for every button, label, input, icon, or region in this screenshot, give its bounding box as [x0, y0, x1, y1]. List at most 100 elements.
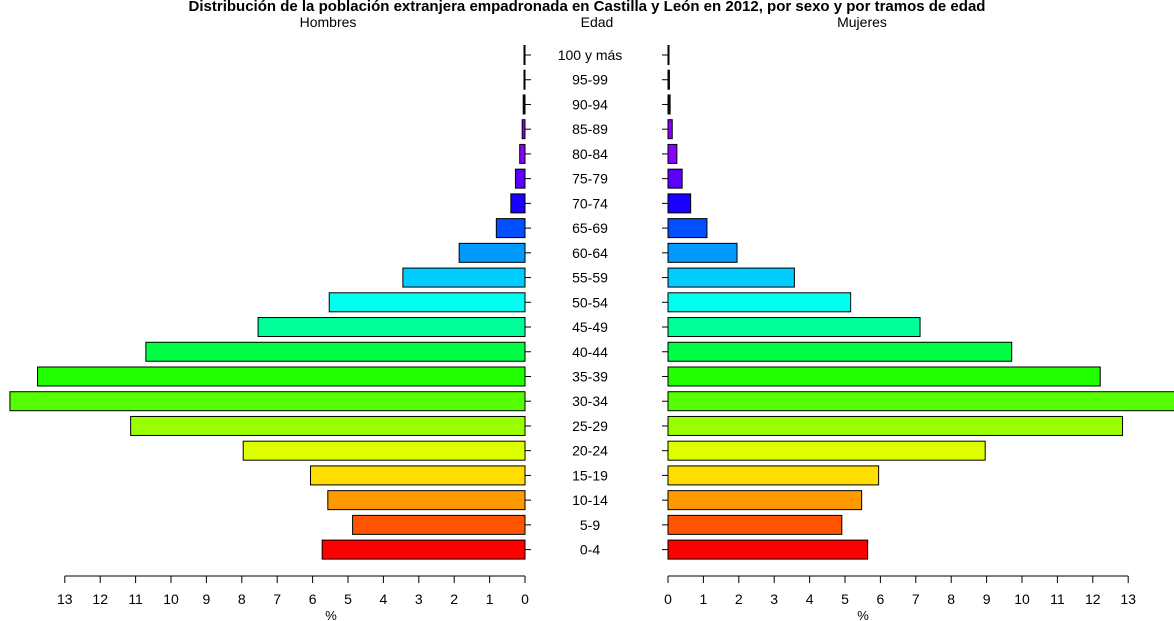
- age-label: 15-19: [572, 467, 608, 483]
- men-axis-tick-label: 9: [203, 591, 211, 607]
- men-bar-75-79: [514, 168, 526, 189]
- age-label: 30-34: [572, 393, 608, 409]
- women-bar-85-89: [667, 119, 673, 140]
- men-bar-70-74: [510, 193, 526, 214]
- age-label: 70-74: [572, 195, 608, 211]
- women-bar-55-59: [667, 267, 795, 288]
- women-bar-70-74: [667, 193, 692, 214]
- women-axis-tick-label: 8: [947, 591, 955, 607]
- men-axis-tick-label: 13: [57, 591, 73, 607]
- men-bar-50-54: [328, 292, 526, 313]
- women-bar-5-9: [667, 514, 843, 535]
- women-axis-tick-label: 7: [912, 591, 920, 607]
- women-axis-tick-label: 11: [1050, 591, 1065, 607]
- age-label: 0-4: [580, 542, 600, 558]
- age-label: 45-49: [572, 319, 608, 335]
- age-label: 85-89: [572, 121, 608, 137]
- women-bar-80-84: [667, 143, 678, 164]
- men-axis-tick-label: 8: [238, 591, 246, 607]
- age-label: 25-29: [572, 418, 608, 434]
- men-axis-tick-label: 4: [380, 591, 388, 607]
- age-label: 50-54: [572, 294, 608, 310]
- men-bars-group: [9, 45, 526, 560]
- age-label: 5-9: [580, 517, 600, 533]
- age-label: 65-69: [572, 220, 608, 236]
- age-label: 75-79: [572, 171, 608, 187]
- men-bar-5-9: [352, 514, 526, 535]
- women-bar-10-14: [667, 490, 863, 511]
- women-axis-tick-label: 9: [983, 591, 991, 607]
- men-bar-45-49: [257, 317, 526, 338]
- women-bar-40-44: [667, 341, 1013, 362]
- women-axis-tick-label: 1: [700, 591, 708, 607]
- men-bar-40-44: [145, 341, 526, 362]
- age-label: 90-94: [572, 96, 608, 112]
- women-axis-tick-label: 10: [1014, 591, 1030, 607]
- age-label: 100 y más: [558, 47, 623, 63]
- men-bar-35-39: [37, 366, 526, 387]
- men-axis-tick-label: 2: [450, 591, 458, 607]
- age-label: 60-64: [572, 245, 608, 261]
- women-axis-tick-label: 2: [735, 591, 743, 607]
- men-bar-25-29: [130, 415, 526, 436]
- women-bar-95-99: [667, 69, 670, 90]
- women-bar-30-34: [667, 391, 1174, 412]
- men-axis-tick-label: 1: [486, 591, 494, 607]
- women-bar-100-y-más: [667, 45, 670, 65]
- women-bar-25-29: [667, 415, 1124, 436]
- men-axis-tick-label: 10: [163, 591, 179, 607]
- women-bars-group: [667, 45, 1174, 560]
- women-bar-90-94: [667, 94, 671, 115]
- age-label: 80-84: [572, 146, 608, 162]
- men-axis-tick-label: 11: [128, 591, 143, 607]
- women-bar-20-24: [667, 440, 986, 461]
- men-x-axis-label: %: [325, 608, 337, 621]
- men-bar-10-14: [327, 490, 526, 511]
- women-x-axis: 0 1 2 3 4 5 6 7 8 9 10 11 12 13: [664, 575, 1136, 607]
- women-x-axis-label: %: [857, 608, 869, 621]
- age-label: 55-59: [572, 270, 608, 286]
- men-axis-tick-label: 12: [92, 591, 108, 607]
- women-bar-50-54: [667, 292, 852, 313]
- women-bar-65-69: [667, 218, 708, 239]
- men-bar-55-59: [402, 267, 526, 288]
- center-header-age: Edad: [581, 14, 614, 30]
- men-axis-tick-label: 3: [415, 591, 423, 607]
- women-bar-75-79: [667, 168, 683, 189]
- age-label: 40-44: [572, 344, 608, 360]
- chart-title: Distribución de la población extranjera …: [189, 0, 986, 15]
- age-label: 20-24: [572, 443, 608, 459]
- women-bar-45-49: [667, 317, 921, 338]
- age-label: 10-14: [572, 492, 608, 508]
- men-bar-0-4: [321, 539, 526, 560]
- left-header-men: Hombres: [300, 14, 357, 30]
- men-bar-20-24: [242, 440, 526, 461]
- women-bar-0-4: [667, 539, 869, 560]
- men-bar-30-34: [9, 391, 526, 412]
- age-labels-group: 100 y más 95-99 90-94 85-89 80-84 75-79 70-74 6…: [525, 47, 668, 558]
- age-label: 35-39: [572, 368, 608, 384]
- women-axis-tick-label: 12: [1085, 591, 1101, 607]
- women-axis-tick-label: 6: [877, 591, 885, 607]
- men-bar-100-y-más: [523, 45, 526, 65]
- women-axis-tick-label: 3: [770, 591, 778, 607]
- men-axis-tick-label: 6: [309, 591, 317, 607]
- women-bar-60-64: [667, 242, 738, 263]
- women-axis-tick-label: 4: [806, 591, 814, 607]
- men-bar-15-19: [309, 465, 526, 486]
- men-bar-65-69: [495, 218, 526, 239]
- men-bar-85-89: [521, 119, 526, 140]
- men-bar-60-64: [458, 242, 526, 263]
- men-bar-95-99: [523, 69, 526, 90]
- men-bar-90-94: [522, 94, 526, 115]
- age-label: 95-99: [572, 72, 608, 88]
- men-bar-80-84: [519, 143, 526, 164]
- women-bar-15-19: [667, 465, 880, 486]
- women-axis-tick-label: 13: [1120, 591, 1136, 607]
- women-axis-tick-label: 5: [841, 591, 849, 607]
- men-axis-tick-label: 5: [344, 591, 352, 607]
- women-axis-tick-label: 0: [664, 591, 672, 607]
- men-axis-tick-label: 0: [521, 591, 529, 607]
